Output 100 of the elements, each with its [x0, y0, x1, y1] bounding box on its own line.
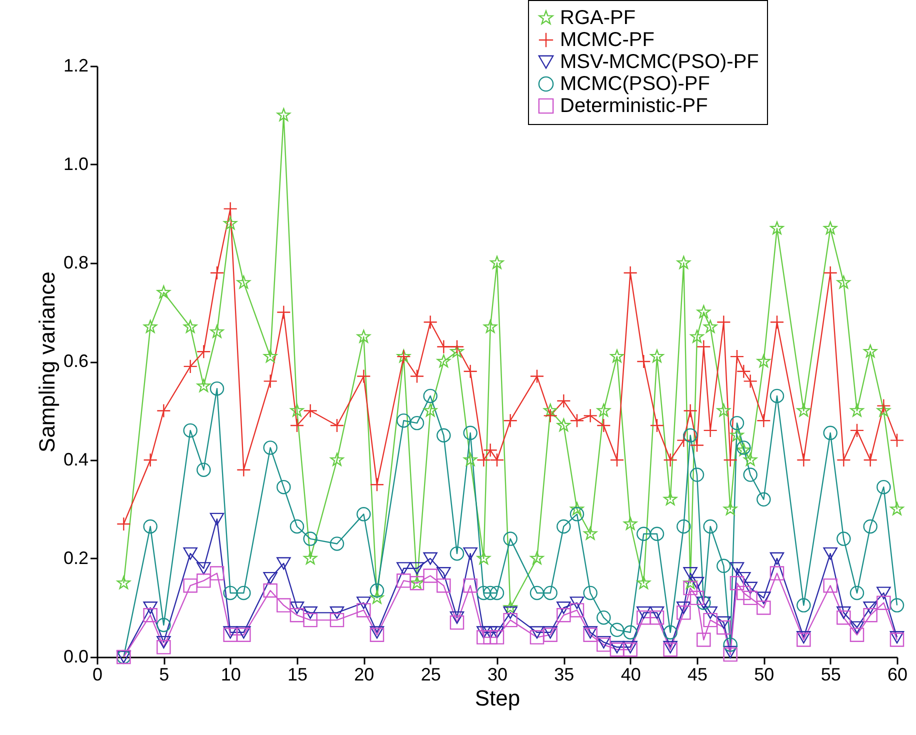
point [570, 596, 584, 610]
point [770, 221, 784, 234]
point [450, 611, 464, 624]
point [356, 603, 371, 618]
point [236, 586, 251, 600]
point [450, 344, 464, 358]
point [876, 398, 891, 413]
point [890, 433, 904, 448]
point [663, 642, 678, 657]
point [436, 354, 450, 368]
point [836, 452, 851, 468]
point [276, 108, 290, 122]
x-tick-label: 0 [92, 664, 103, 684]
point [463, 547, 478, 560]
point [396, 562, 411, 575]
point [636, 526, 651, 541]
point [716, 620, 731, 635]
point [583, 626, 598, 639]
point [663, 452, 678, 468]
point [876, 404, 890, 417]
point [863, 608, 878, 622]
point [850, 586, 864, 600]
point [650, 610, 664, 625]
point [263, 440, 278, 455]
point [676, 606, 691, 620]
point [156, 618, 171, 632]
point [330, 536, 344, 551]
point [636, 354, 651, 369]
x-tick-label: 40 [620, 664, 641, 684]
point [196, 562, 211, 575]
point [796, 632, 811, 647]
point [436, 567, 451, 580]
legend-label: MCMC(PSO)-PF [560, 73, 710, 95]
point [743, 590, 758, 606]
point [796, 404, 810, 417]
point [703, 519, 718, 534]
point [196, 574, 211, 588]
point [116, 516, 131, 532]
point [396, 574, 411, 588]
point [583, 628, 598, 642]
point [676, 602, 691, 614]
point [623, 266, 638, 280]
point [730, 576, 744, 590]
point [724, 502, 738, 516]
y-tick-label: 0.2 [63, 548, 88, 568]
point [556, 608, 571, 622]
point [744, 452, 758, 466]
point [210, 324, 224, 338]
point [543, 628, 558, 642]
point [756, 354, 770, 368]
point [503, 612, 518, 628]
point [623, 640, 638, 654]
point [683, 580, 698, 596]
point [623, 625, 638, 640]
point [304, 551, 318, 564]
point [610, 622, 624, 638]
point [723, 646, 738, 658]
point [650, 418, 664, 433]
point [224, 216, 238, 230]
point [223, 626, 238, 639]
point [570, 507, 584, 522]
point [476, 551, 490, 564]
point [490, 626, 504, 639]
point [796, 452, 811, 468]
point [610, 642, 624, 657]
point [716, 558, 731, 573]
point [736, 572, 751, 584]
point [736, 443, 750, 456]
point [543, 586, 558, 600]
point [530, 626, 544, 639]
y-tick-label: 0.4 [63, 450, 88, 470]
point [704, 320, 718, 333]
point [156, 404, 171, 418]
point [823, 426, 838, 440]
point [263, 583, 278, 598]
point [476, 586, 491, 600]
point [623, 642, 638, 657]
point [236, 462, 251, 477]
y-tick-label: 0.8 [63, 252, 88, 272]
point [683, 428, 698, 442]
point [836, 610, 851, 625]
point [504, 600, 518, 614]
x-axis-title: Step [474, 686, 520, 710]
point [583, 586, 598, 600]
point [436, 428, 451, 442]
point [756, 413, 771, 428]
point [290, 602, 304, 614]
point [850, 404, 864, 417]
point [690, 468, 704, 482]
point [743, 374, 758, 388]
point [303, 404, 318, 418]
point [636, 610, 651, 625]
point [290, 608, 304, 622]
point [156, 640, 171, 654]
x-tick-label: 20 [354, 664, 374, 684]
point [236, 626, 251, 639]
point [556, 418, 570, 432]
point [184, 320, 198, 333]
point [450, 546, 464, 561]
point [436, 578, 451, 593]
